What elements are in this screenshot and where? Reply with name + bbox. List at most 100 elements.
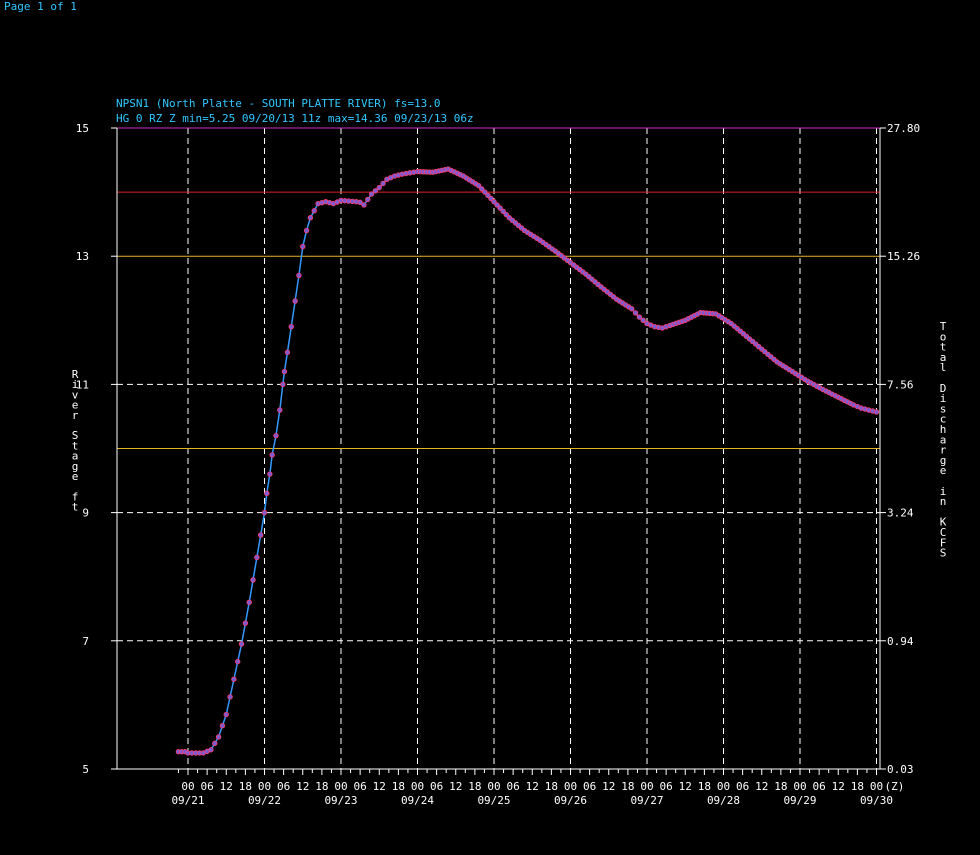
stage-point — [281, 368, 288, 375]
axis-label-char: n — [940, 495, 947, 508]
chart-subtitle: HG 0 RZ Z min=5.25 09/20/13 11z max=14.3… — [116, 112, 474, 125]
left-tick-label: 9 — [82, 507, 89, 520]
stage-point — [267, 471, 273, 477]
axis-label-char: S — [72, 429, 79, 442]
x-hour-label: 18 — [315, 780, 328, 793]
x-hour-label: 18 — [851, 780, 864, 793]
x-day-label: 09/22 — [248, 794, 281, 807]
threshold-lines — [117, 127, 880, 449]
stage-point — [500, 208, 506, 215]
x-hour-label: 12 — [526, 780, 539, 793]
left-tick-label: 7 — [82, 635, 89, 648]
stage-point — [277, 407, 283, 413]
stage-point — [361, 202, 367, 208]
x-hour-label: 06 — [430, 780, 443, 793]
axis-label-char: a — [940, 433, 947, 446]
x-hour-label: 18 — [239, 780, 252, 793]
stage-point — [488, 195, 494, 202]
stage-point — [629, 306, 635, 312]
axis-label-char: g — [940, 454, 947, 467]
x-hour-label: 18 — [545, 780, 558, 793]
x-hour-label: 12 — [679, 780, 692, 793]
x-hour-label: 06 — [507, 780, 520, 793]
stage-point — [476, 182, 482, 189]
axis-label-char: i — [72, 378, 79, 391]
x-day-label: 09/25 — [477, 794, 510, 807]
stage-point — [357, 199, 363, 206]
stage-point — [231, 676, 237, 682]
stage-point — [307, 215, 314, 221]
stage-point — [485, 192, 491, 199]
axis-label-char: K — [940, 516, 947, 529]
stage-point — [491, 199, 497, 205]
axis-label-char: a — [940, 351, 947, 364]
x-hour-label: 12 — [755, 780, 768, 793]
x-day-label: 09/21 — [171, 794, 204, 807]
axis-label-char: C — [940, 526, 947, 539]
stage-point — [503, 211, 509, 218]
stage-point — [368, 191, 375, 197]
axis-label-char: i — [940, 392, 947, 405]
stage-point — [365, 196, 371, 203]
axis-label-char: S — [940, 547, 947, 560]
stage-point — [242, 620, 249, 626]
x-hour-label: 06 — [583, 780, 596, 793]
axis-label-char: l — [940, 361, 947, 374]
axis-label-char: f — [72, 490, 79, 503]
stage-point — [250, 577, 256, 583]
axis-label-char: T — [940, 320, 947, 333]
stage-point — [497, 205, 503, 211]
x-hour-label: 18 — [621, 780, 634, 793]
right-tick-label: 15.26 — [887, 250, 920, 263]
left-tick-label: 13 — [76, 250, 89, 263]
x-hour-label: 00 — [717, 780, 730, 793]
x-hour-label: 12 — [602, 780, 615, 793]
axis-label-char: t — [940, 341, 947, 354]
axis-label-char: o — [940, 330, 947, 343]
stage-point — [288, 324, 294, 330]
stage-point — [284, 349, 291, 356]
stage-point — [235, 658, 241, 665]
x-hour-label: 06 — [813, 780, 826, 793]
stage-point — [311, 207, 317, 214]
x-hour-label: 00 — [793, 780, 806, 793]
axis-label-char: e — [72, 399, 79, 412]
stage-point — [269, 452, 275, 458]
x-hour-label: 00 — [411, 780, 424, 793]
axis-label-char: t — [72, 439, 79, 452]
stage-point — [280, 381, 286, 388]
stage-point — [376, 184, 382, 191]
x-hour-label: 12 — [220, 780, 233, 793]
axis-label-char: s — [940, 402, 947, 415]
x-hour-label: 06 — [201, 780, 214, 793]
x-hour-label: 06 — [354, 780, 367, 793]
axis-label-char: v — [72, 388, 79, 401]
x-hour-label: 00 — [258, 780, 271, 793]
x-hour-label: 12 — [449, 780, 462, 793]
right-tick-label: 7.56 — [887, 378, 914, 391]
left-tick-label: 5 — [82, 763, 89, 776]
x-hour-label: 12 — [832, 780, 845, 793]
x-day-label: 09/26 — [554, 794, 587, 807]
x-hour-label: 18 — [698, 780, 711, 793]
stage-point — [482, 189, 488, 195]
tick-marks — [111, 127, 886, 775]
stage-point — [254, 554, 260, 561]
stage-point — [479, 186, 485, 192]
stage-point — [300, 243, 306, 250]
axis-label-char: g — [72, 460, 79, 473]
axis-label-char: D — [940, 382, 947, 395]
right-tick-label: 3.24 — [887, 507, 914, 520]
x-day-label: 09/27 — [630, 794, 663, 807]
x-hour-label: 12 — [373, 780, 386, 793]
stage-point — [640, 317, 646, 323]
stage-point — [273, 432, 279, 439]
right-tick-label: 0.94 — [887, 635, 914, 648]
x-hour-label: 12 — [296, 780, 309, 793]
stage-series — [175, 166, 880, 756]
stage-point — [238, 641, 245, 647]
right-tick-label: 27.80 — [887, 122, 920, 135]
x-day-label: 09/30 — [860, 794, 893, 807]
